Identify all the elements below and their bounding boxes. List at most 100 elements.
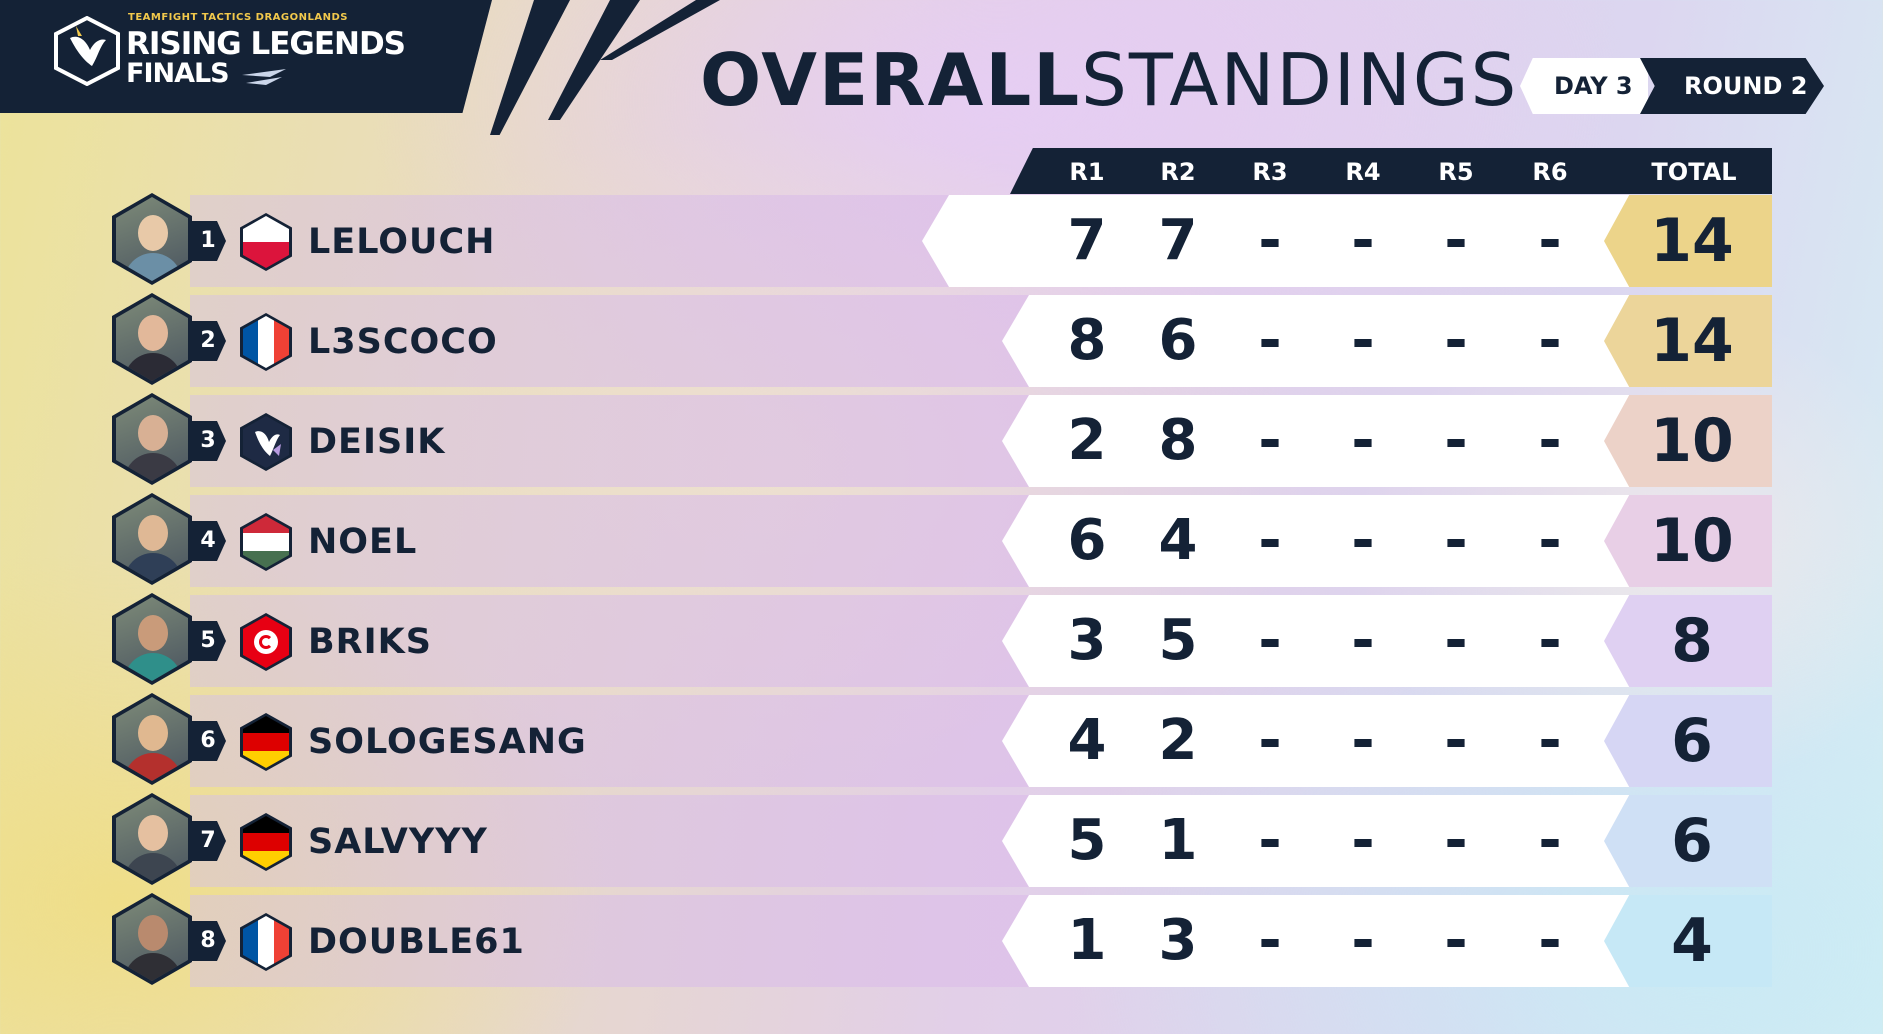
round-score-r2: 6: [1158, 308, 1198, 373]
rank-number: 8: [200, 928, 216, 953]
round-score-r1: 8: [1067, 308, 1107, 373]
round-score-r6: -: [1538, 308, 1562, 373]
logo-finals: FINALS: [126, 58, 230, 89]
column-header-total: TOTAL: [1651, 158, 1737, 186]
hungary-flag-icon: [240, 513, 292, 571]
round-score-r2: 3: [1158, 908, 1198, 973]
round-score-r4: -: [1351, 808, 1375, 873]
round-score-r6: -: [1538, 908, 1562, 973]
round-score-r6: -: [1538, 508, 1562, 573]
round-score-r5: -: [1444, 808, 1468, 873]
player-avatar: [112, 893, 192, 985]
round-score-r6: -: [1538, 808, 1562, 873]
rank-badge: [190, 221, 226, 261]
round-score-r5: -: [1444, 708, 1468, 773]
total-score: 6: [1671, 806, 1713, 876]
player-avatar: [112, 493, 192, 585]
logo-subtitle: TEAMFIGHT TACTICS DRAGONLANDS: [128, 12, 348, 23]
player-avatar: [112, 393, 192, 485]
rank-number: 2: [200, 328, 216, 353]
round-score-r6: -: [1538, 408, 1562, 473]
round-score-r6: -: [1538, 608, 1562, 673]
player-avatar: [112, 793, 192, 885]
total-score: 14: [1650, 306, 1734, 376]
day-label: DAY 3: [1554, 72, 1633, 100]
total-panel: [1604, 795, 1772, 887]
total-score: 10: [1650, 506, 1734, 576]
round-score-r1: 4: [1067, 708, 1107, 773]
round-score-r6: -: [1538, 208, 1562, 273]
round-score-r5: -: [1444, 908, 1468, 973]
day-pill: [1520, 58, 1648, 114]
total-panel: [1604, 595, 1772, 687]
rank-badge: [190, 821, 226, 861]
round-score-r1: 5: [1067, 808, 1107, 873]
total-panel: [1604, 895, 1772, 987]
round-score-r1: 7: [1067, 208, 1107, 273]
column-header-r2: R2: [1160, 158, 1196, 186]
player-name: NOEL: [308, 522, 418, 562]
france-flag-icon: [240, 913, 292, 971]
total-score: 6: [1671, 706, 1713, 776]
column-header-r6: R6: [1532, 158, 1568, 186]
total-panel: [1604, 495, 1772, 587]
round-score-r3: -: [1258, 908, 1282, 973]
total-panel: [1604, 295, 1772, 387]
round-score-r4: -: [1351, 608, 1375, 673]
round-score-r2: 4: [1158, 508, 1198, 573]
logo-title: RISING LEGENDS: [126, 26, 406, 62]
round-score-r5: -: [1444, 208, 1468, 273]
player-name: DEISIK: [308, 422, 446, 462]
title-bold: OVERALL: [700, 38, 1082, 122]
round-score-r2: 2: [1158, 708, 1198, 773]
round-score-r5: -: [1444, 608, 1468, 673]
round-score-r2: 7: [1158, 208, 1198, 273]
round-score-r5: -: [1444, 308, 1468, 373]
player-avatar: [112, 693, 192, 785]
round-score-r2: 8: [1158, 408, 1198, 473]
player-name: L3SCOCO: [308, 322, 498, 362]
total-score: 4: [1671, 906, 1713, 976]
round-pill: [1640, 58, 1824, 114]
round-score-r1: 3: [1067, 608, 1107, 673]
column-header-bar: [1010, 148, 1772, 194]
round-score-r4: -: [1351, 408, 1375, 473]
round-score-r5: -: [1444, 408, 1468, 473]
player-avatar: [112, 593, 192, 685]
rank-number: 5: [200, 628, 216, 653]
round-score-r4: -: [1351, 308, 1375, 373]
rank-badge: [190, 521, 226, 561]
title-light: STANDINGS: [1081, 38, 1519, 122]
page-title: OVERALLSTANDINGS: [700, 44, 1518, 116]
round-score-r3: -: [1258, 408, 1282, 473]
round-score-r1: 1: [1067, 908, 1107, 973]
round-score-r3: -: [1258, 308, 1282, 373]
round-score-r3: -: [1258, 708, 1282, 773]
player-avatar: [112, 293, 192, 385]
round-score-r4: -: [1351, 208, 1375, 273]
dragon-crest-icon: [54, 16, 120, 86]
round-score-r3: -: [1258, 208, 1282, 273]
column-header-r5: R5: [1438, 158, 1474, 186]
total-panel: [1604, 695, 1772, 787]
rank-badge: [190, 921, 226, 961]
total-score: 14: [1650, 206, 1734, 276]
rank-number: 4: [200, 528, 216, 553]
round-score-r4: -: [1351, 708, 1375, 773]
player-avatar: [112, 193, 192, 285]
rank-number: 7: [200, 828, 216, 853]
total-panel: [1604, 195, 1772, 287]
round-score-r3: -: [1258, 508, 1282, 573]
rank-badge: [190, 721, 226, 761]
tunisia-flag-icon: [240, 613, 292, 671]
round-score-r3: -: [1258, 808, 1282, 873]
rank-number: 3: [200, 428, 216, 453]
round-score-r3: -: [1258, 608, 1282, 673]
round-score-r2: 5: [1158, 608, 1198, 673]
